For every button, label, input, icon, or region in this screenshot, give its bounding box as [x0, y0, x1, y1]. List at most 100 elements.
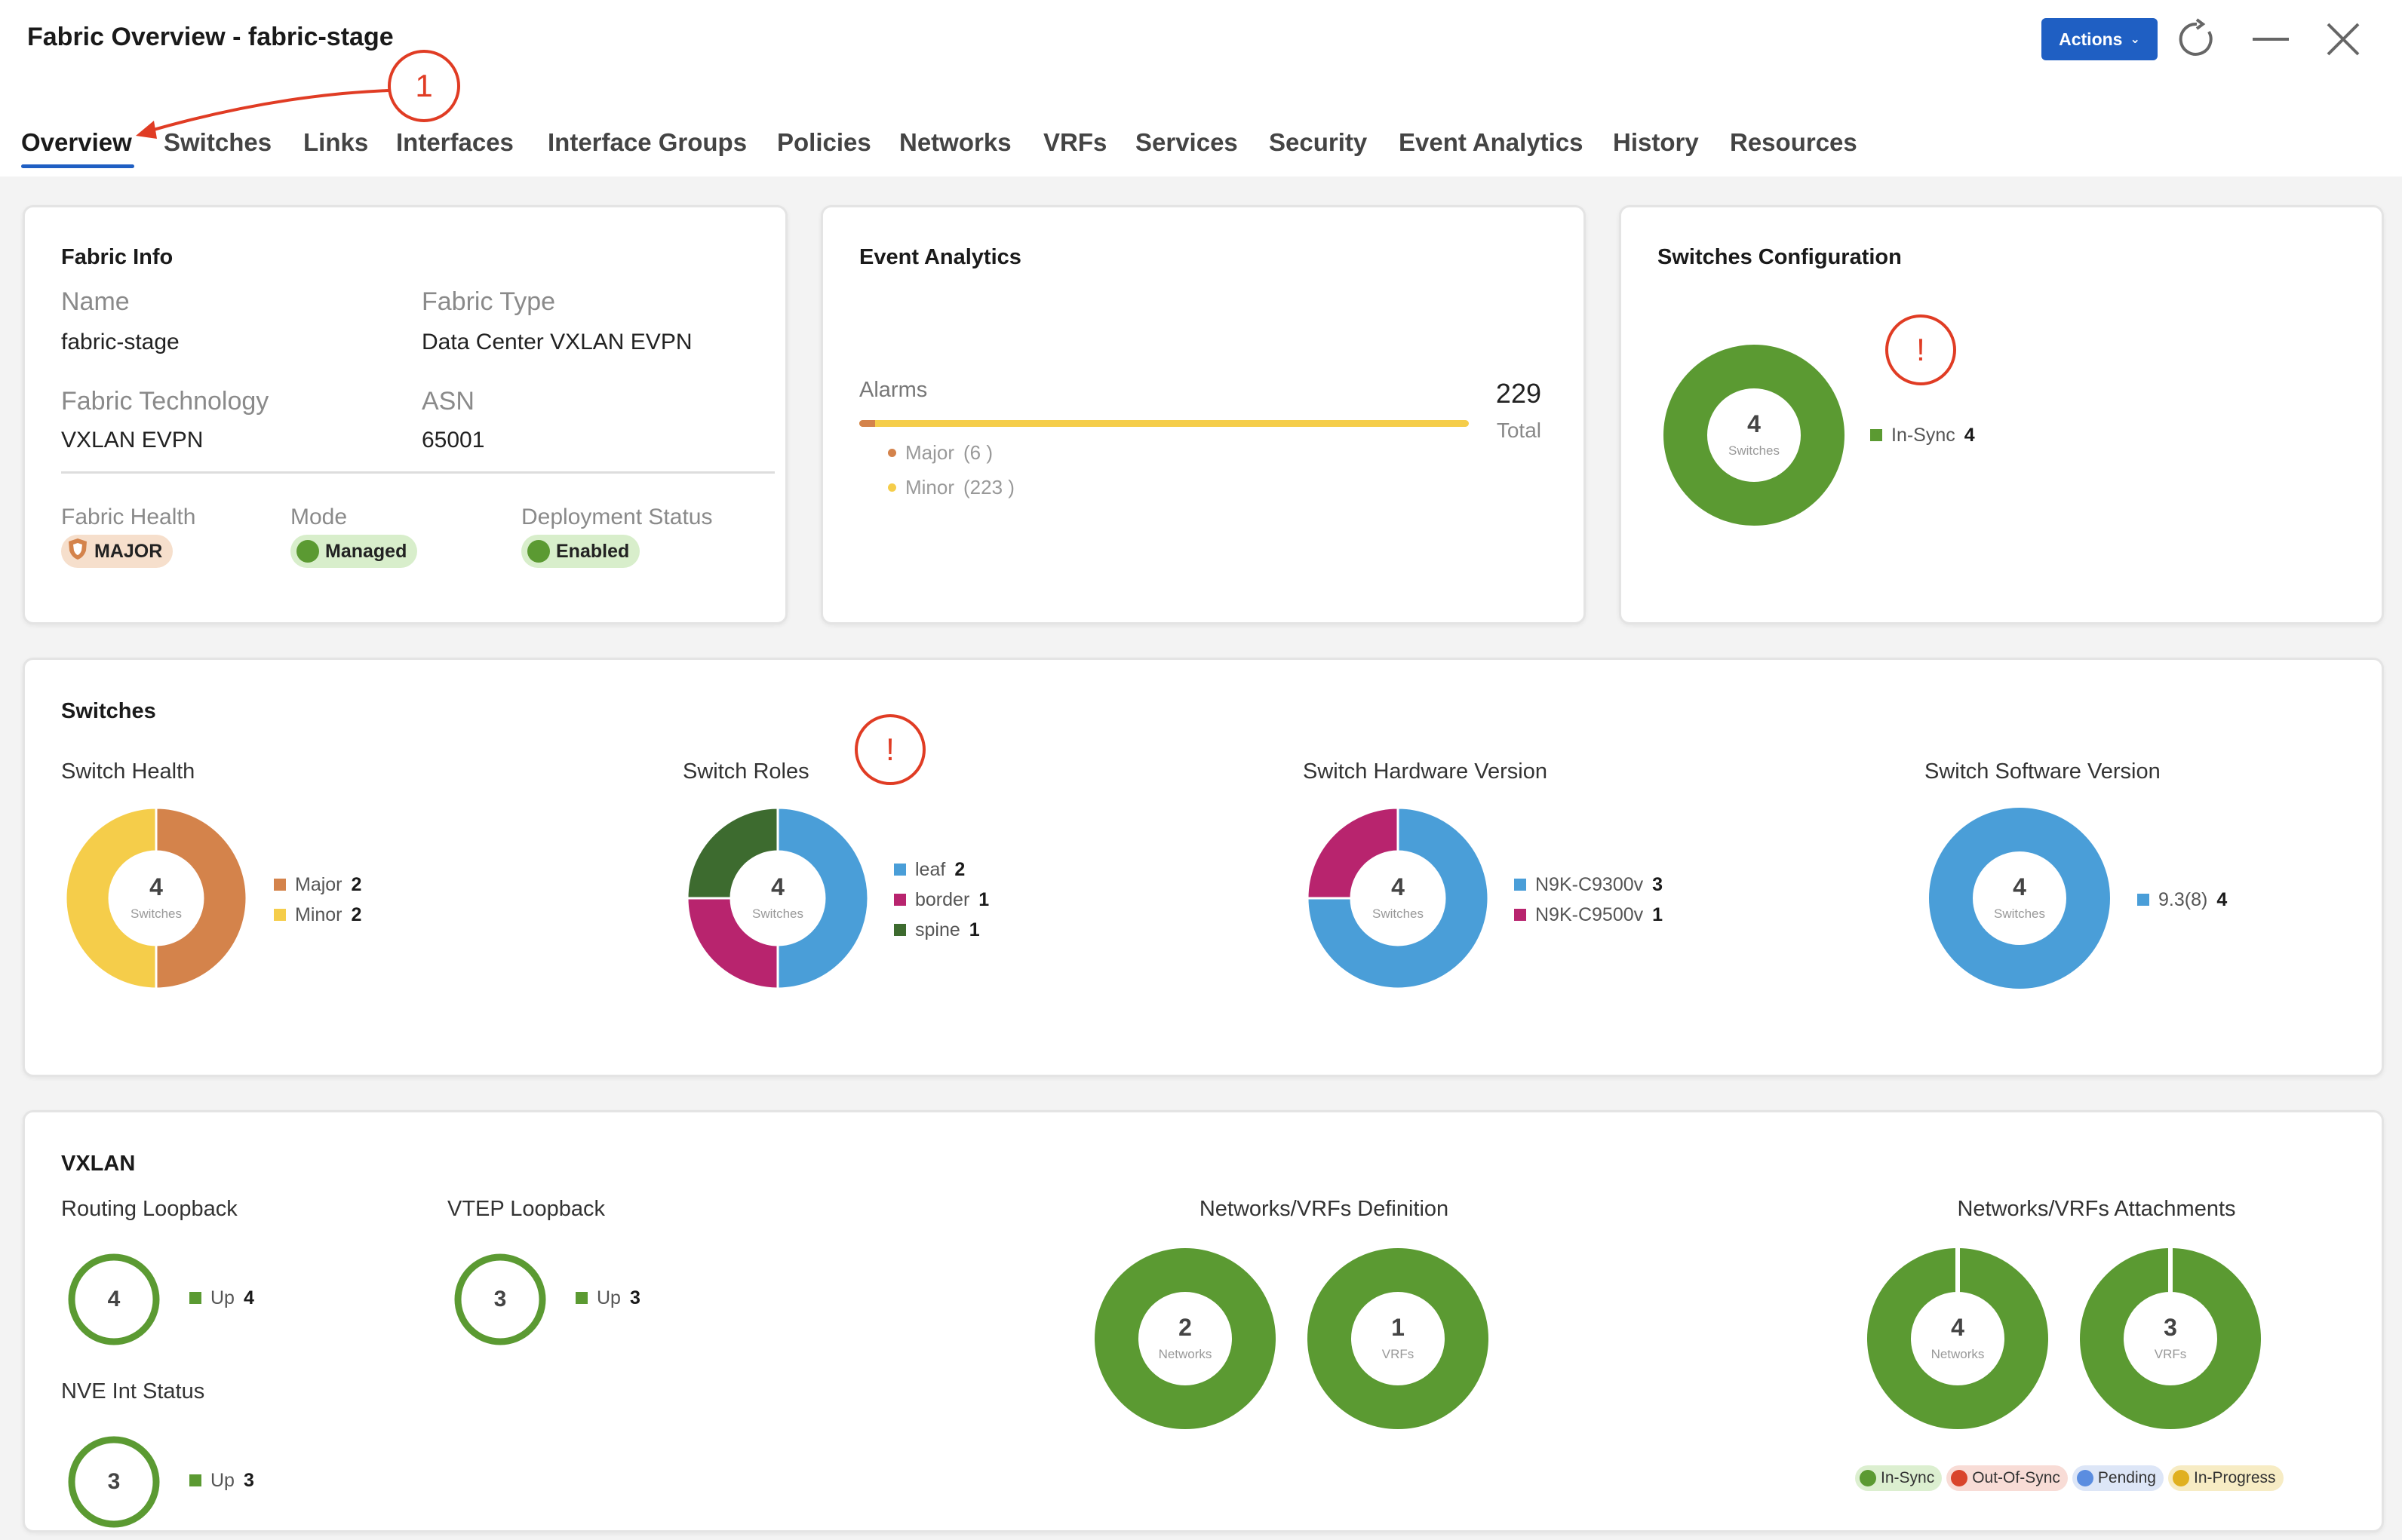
donut-total: 2 — [1178, 1314, 1192, 1341]
annotation-marker: 1 — [388, 50, 460, 122]
mode-value: Managed — [325, 540, 407, 562]
donut-unit: Switches — [1371, 907, 1424, 921]
donut-total: 4 — [1951, 1314, 1964, 1341]
status-dot-icon — [2076, 1470, 2093, 1486]
tab-policies[interactable]: Policies — [777, 128, 871, 156]
alarms-total-label: Total — [1496, 419, 1541, 442]
status-legend: In-Sync Out-Of-Sync Pending In-Progress — [1855, 1465, 2284, 1491]
legend-value: 3 — [1652, 873, 1663, 895]
deployment-status-label: Deployment Status — [521, 505, 713, 529]
nve-int-status-legend: Up 3 — [189, 1465, 254, 1496]
fabric-info-title: Fabric Info — [61, 245, 174, 269]
donut-unit: VRFs — [2154, 1347, 2187, 1361]
divider — [61, 471, 775, 474]
major-dot-icon — [888, 449, 896, 457]
annotation-number: 1 — [415, 68, 433, 103]
switch-software-title: Switch Software Version — [1924, 759, 2161, 784]
tab-overview[interactable]: Overview — [21, 128, 132, 156]
legend-value: 1 — [978, 888, 990, 910]
switches-configuration-card: Switches Configuration 4 Switches In-Syn… — [1619, 205, 2384, 624]
switch-health-title: Switch Health — [61, 759, 195, 784]
attachments-vrfs-donut — [2080, 1248, 2261, 1429]
donut-center: 4 Switches — [1709, 390, 1799, 480]
refresh-icon[interactable] — [2173, 15, 2221, 63]
donut-segment-leaf — [776, 808, 868, 989]
donut-segment-major — [155, 808, 247, 989]
mode-badge: Managed — [290, 535, 418, 568]
tab-interface-groups[interactable]: Interface Groups — [548, 128, 748, 156]
fabric-name-value: fabric-stage — [61, 330, 180, 354]
tab-security[interactable]: Security — [1269, 128, 1368, 156]
donut-segment-border — [687, 897, 779, 989]
tab-history[interactable]: History — [1613, 128, 1699, 156]
legend-swatch — [274, 879, 286, 891]
actions-button[interactable]: Actions ⌄ — [2041, 18, 2158, 60]
major-label: Major — [905, 441, 955, 464]
ring-center: 3 — [66, 1434, 162, 1530]
legend-value: 3 — [629, 1287, 640, 1308]
tab-interfaces[interactable]: Interfaces — [396, 128, 514, 156]
fabric-health-value: MAJOR — [94, 540, 163, 562]
minor-label: Minor — [905, 476, 955, 499]
tab-vrfs[interactable]: VRFs — [1043, 128, 1107, 156]
donut-total: 4 — [2013, 873, 2026, 900]
tab-networks[interactable]: Networks — [899, 128, 1012, 156]
tab-links[interactable]: Links — [303, 128, 369, 156]
tab-services[interactable]: Services — [1135, 128, 1238, 156]
fabric-type-label: Fabric Type — [422, 287, 556, 316]
legend-value: 2 — [954, 858, 966, 880]
legend-swatch — [894, 924, 906, 936]
fabric-health-badge: MAJOR — [61, 535, 174, 568]
switches-configuration-title: Switches Configuration — [1657, 245, 1902, 269]
donut-center: 2 Networks — [1140, 1293, 1230, 1384]
actions-label: Actions — [2059, 29, 2123, 49]
switch-roles-legend: leaf 2 border 1 spine 1 — [894, 854, 989, 945]
fabric-health-label: Fabric Health — [61, 505, 196, 529]
switches-card: Switches Switch Health 4 Switches Major 2… — [23, 658, 2384, 1077]
donut-segment-in-sync — [1663, 345, 1845, 526]
donut-total: 4 — [149, 873, 163, 900]
legend-label: border — [915, 888, 970, 910]
donut-center: 4 Switches — [733, 853, 823, 943]
switch-roles-donut — [687, 808, 868, 989]
donut-center: 4 Switches — [1974, 853, 2065, 943]
donut-unit: VRFs — [1381, 1347, 1414, 1361]
legend-label: Minor — [295, 903, 342, 925]
switch-roles-title: Switch Roles — [683, 759, 809, 784]
legend-swatch — [2137, 894, 2149, 906]
switches-configuration-legend: In-Sync 4 — [1870, 420, 1975, 450]
legend-swatch — [894, 864, 906, 876]
legend-label: 9.3(8) — [2158, 888, 2208, 910]
donut-segment-9-3-8- — [1929, 808, 2110, 989]
tab-resources[interactable]: Resources — [1730, 128, 1857, 156]
legend-value: 4 — [2216, 888, 2228, 910]
vtep-loopback-legend: Up 3 — [576, 1283, 640, 1313]
switch-health-legend: Major 2 Minor 2 — [274, 870, 361, 930]
donut-total: 1 — [1391, 1314, 1405, 1341]
donut-unit: Networks — [1158, 1347, 1212, 1361]
legend-label: Major — [295, 873, 342, 895]
alarms-progress-bar — [859, 420, 1469, 427]
vxlan-card: VXLAN Routing Loopback 4 Up 4 VTEP Loopba… — [23, 1110, 2384, 1532]
tab-switches[interactable]: Switches — [164, 128, 272, 156]
minimize-icon[interactable] — [2247, 15, 2295, 63]
donut-unit: Switches — [1993, 907, 2046, 921]
donut-total: 3 — [2164, 1314, 2177, 1341]
donut-unit: Switches — [751, 907, 804, 921]
legend-label: N9K-C9300v — [1535, 873, 1644, 895]
deployment-status-value: Enabled — [556, 540, 630, 562]
definition-vrfs-donut — [1307, 1248, 1488, 1429]
asn-label: ASN — [422, 387, 475, 416]
switch-health-donut — [66, 808, 247, 989]
switch-software-legend: 9.3(8) 4 — [2137, 885, 2227, 915]
tab-event-analytics[interactable]: Event Analytics — [1399, 128, 1583, 156]
legend-swatch — [1870, 429, 1882, 441]
donut-segment-spine — [687, 808, 779, 900]
legend-value: 4 — [243, 1287, 254, 1308]
close-icon[interactable] — [2319, 15, 2367, 63]
attachments-networks-donut — [1867, 1248, 2048, 1429]
legend-value: 4 — [1964, 424, 1975, 446]
ring-value: 4 — [107, 1287, 121, 1311]
donut-segment-n9k-c9500v — [1307, 808, 1399, 900]
nve-int-status-title: NVE Int Status — [61, 1379, 205, 1403]
